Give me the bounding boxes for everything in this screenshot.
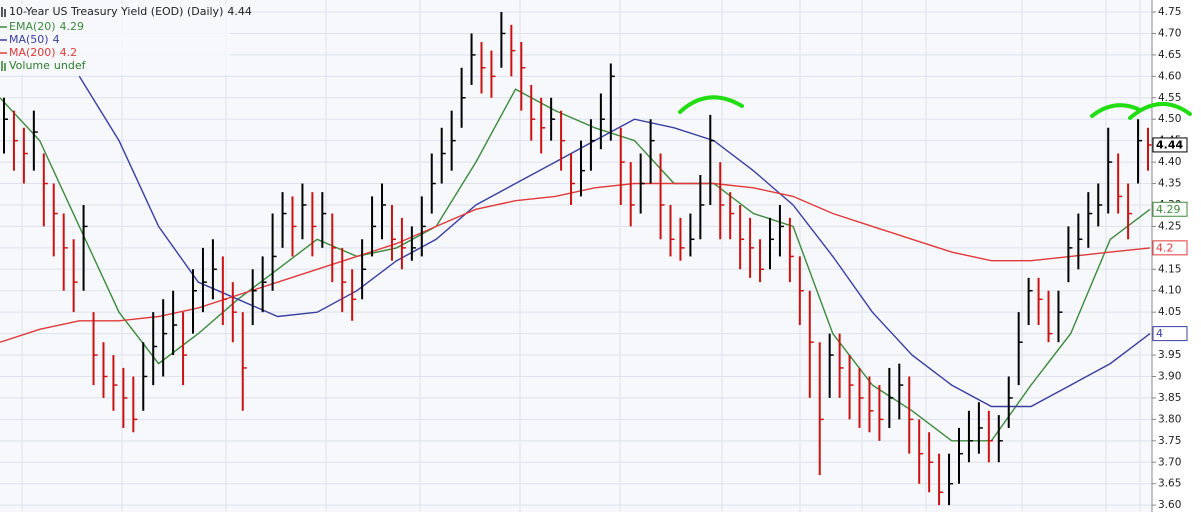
y-tick-label: 4.60 [1158, 70, 1181, 82]
y-tick-label: 3.65 [1158, 478, 1181, 490]
value-badge [1152, 137, 1188, 153]
y-tick-label: 4.35 [1158, 178, 1181, 190]
annotation-arc [1128, 101, 1192, 120]
value-badge-label: 4.44 [1156, 138, 1183, 151]
value-badge-label: 4.29 [1156, 203, 1181, 216]
annotation-arc [678, 95, 744, 114]
y-tick-label: 3.85 [1158, 392, 1181, 404]
legend: 10-Year US Treasury Yield (EOD) (Daily) 4… [0, 4, 252, 74]
y-tick-label: 4.70 [1158, 27, 1181, 39]
y-tick-label: 4.75 [1158, 6, 1181, 18]
value-badge-label: 4.2 [1156, 241, 1174, 254]
price-bars [3, 12, 1152, 506]
value-badge [1152, 201, 1188, 217]
legend-value: 4.2 [60, 46, 78, 59]
legend-entry: EMA(20) 4.29 [9, 20, 84, 33]
y-tick-label: 3.75 [1158, 435, 1181, 447]
y-tick-label: 4.50 [1158, 113, 1181, 125]
legend-value: 4.29 [60, 20, 85, 33]
legend-name: Volume [9, 59, 50, 72]
legend-name: 10-Year US Treasury Yield (EOD) (Daily) [9, 5, 223, 18]
value-badge-label: 4 [1156, 327, 1163, 340]
y-tick-label: 4.55 [1158, 92, 1181, 104]
y-tick-label: 4.10 [1158, 285, 1181, 297]
y-tick-label: 4.40 [1158, 156, 1181, 168]
y-tick-label: 3.90 [1158, 370, 1181, 382]
y-tick-label: 4.65 [1158, 49, 1181, 61]
y-tick-label: 4.25 [1158, 220, 1181, 232]
legend-entry: Volume undef [9, 59, 87, 72]
value-badge [1152, 240, 1188, 256]
y-tick-label: 3.60 [1158, 499, 1181, 511]
y-tick-label: 3.70 [1158, 456, 1181, 468]
legend-name: MA(50) [9, 33, 49, 46]
plot-background [0, 0, 1152, 512]
y-tick-label: 4.05 [1158, 306, 1181, 318]
value-badges: 4.29 4 4.2 4.44 [1152, 137, 1188, 342]
legend-background [0, 4, 230, 74]
legend-value: 4 [53, 33, 60, 46]
legend-entry: 10-Year US Treasury Yield (EOD) (Daily) 4… [9, 5, 252, 18]
value-badge [1152, 326, 1188, 342]
y-tick-label: 4.15 [1158, 263, 1181, 275]
grid [0, 0, 1152, 512]
indicator-line [78, 75, 1151, 408]
annotation-arc [1090, 103, 1142, 118]
legend-name: EMA(20) [9, 20, 56, 33]
legend-value: undef [54, 59, 87, 72]
legend-value: 4.44 [227, 5, 252, 18]
legend-entry: MA(50) 4 [9, 33, 60, 46]
y-tick-label: 3.80 [1158, 413, 1181, 425]
indicator-line [0, 182, 1151, 343]
legend-name: MA(200) [9, 46, 56, 59]
y-tick-label: 3.95 [1158, 349, 1181, 361]
axis-background [1152, 0, 1201, 512]
legend-entry: MA(200) 4.2 [9, 46, 77, 59]
